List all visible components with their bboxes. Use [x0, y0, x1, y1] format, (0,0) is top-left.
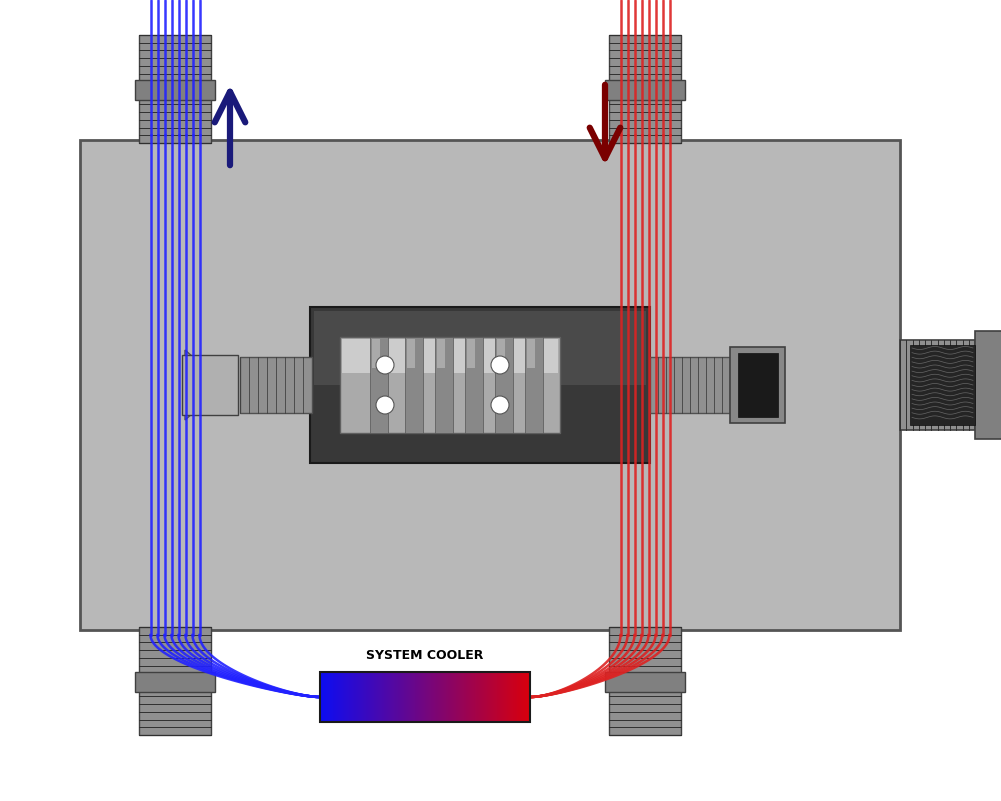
Bar	[730, 347, 785, 423]
Circle shape	[376, 396, 394, 414]
Bar	[465, 337, 483, 433]
Bar	[182, 355, 238, 415]
Bar	[437, 339, 445, 368]
Bar	[320, 672, 530, 722]
Bar	[135, 672, 215, 692]
Bar	[372, 339, 380, 368]
Bar	[342, 339, 558, 372]
Bar	[900, 340, 975, 430]
Bar	[605, 80, 685, 100]
Bar	[910, 345, 975, 425]
Bar	[650, 357, 730, 413]
Bar	[525, 337, 543, 433]
Bar	[405, 337, 423, 433]
Circle shape	[376, 356, 394, 374]
Bar	[738, 353, 778, 417]
Bar	[609, 627, 681, 735]
Bar	[435, 337, 453, 433]
Polygon shape	[185, 350, 225, 420]
Bar	[467, 339, 475, 368]
Bar	[609, 35, 681, 143]
Bar	[314, 311, 646, 385]
Bar	[407, 339, 415, 368]
Text: SYSTEM COOLER: SYSTEM COOLER	[366, 649, 483, 662]
Bar	[139, 35, 211, 143]
Bar	[370, 337, 388, 433]
Bar	[975, 331, 1001, 439]
Circle shape	[491, 356, 509, 374]
Circle shape	[491, 396, 509, 414]
Bar	[240, 357, 312, 413]
Bar	[310, 307, 650, 463]
Bar	[135, 80, 215, 100]
Bar	[527, 339, 535, 368]
Bar	[340, 337, 560, 433]
Bar	[605, 672, 685, 692]
Bar	[139, 627, 211, 735]
Bar	[80, 140, 900, 630]
Bar	[497, 339, 505, 368]
Bar	[495, 337, 513, 433]
